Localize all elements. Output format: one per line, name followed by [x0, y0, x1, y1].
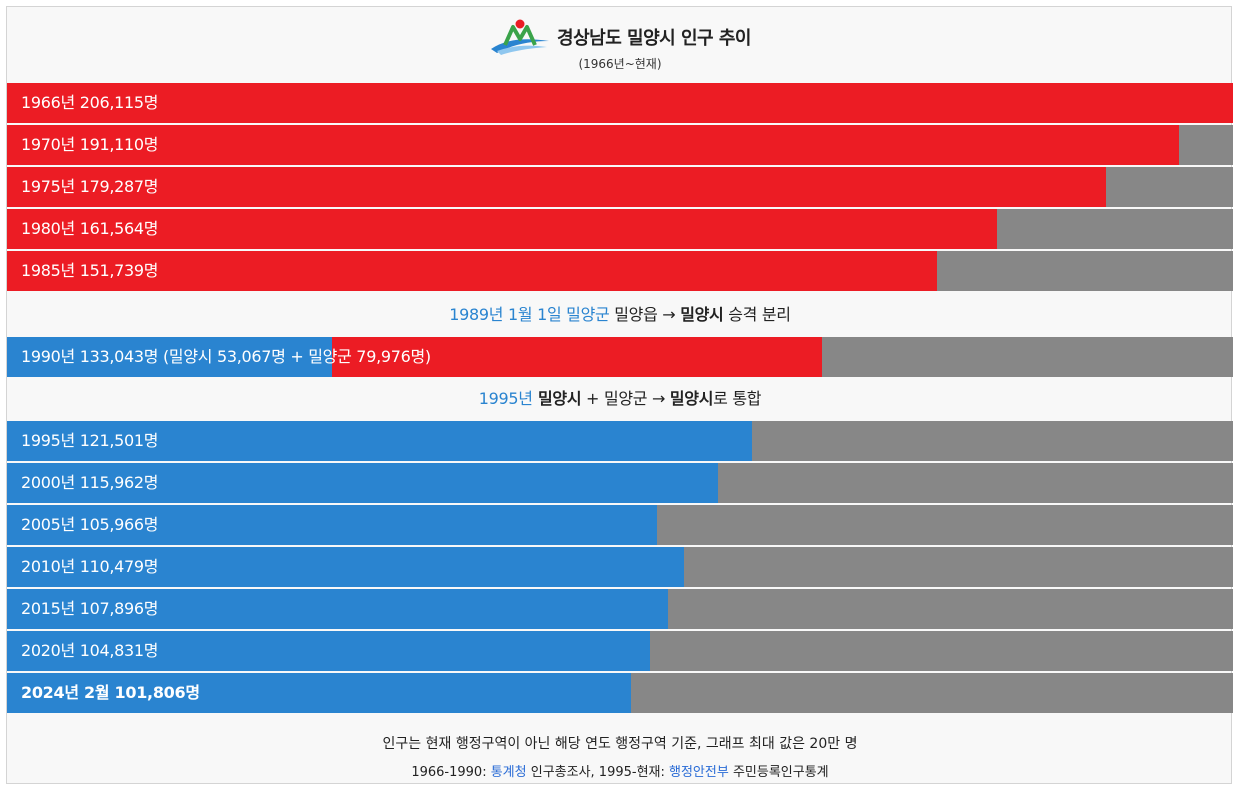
source-link-statistics-korea[interactable]: 통계청: [490, 765, 527, 780]
bar-row-1975: 1975년 179,287명: [7, 167, 1233, 207]
bar-2024: [7, 673, 631, 713]
bar-label-1990: 1990년 133,043명 (밀양시 53,067명 + 밀양군 79,976…: [21, 347, 431, 366]
bar-label-2024: 2024년 2월 101,806명: [21, 683, 200, 702]
bar-segment-1990-1: [7, 337, 332, 377]
chart-subtitle: (1966년~현재): [578, 57, 662, 71]
bar-1970: [7, 125, 1179, 165]
bar-label-2015: 2015년 107,896명: [21, 599, 159, 618]
bar-label-1975: 1975년 179,287명: [21, 177, 159, 196]
bar-row-2010: 2010년 110,479명: [7, 547, 1233, 587]
sources-mid: 인구총조사, 1995-현재:: [526, 765, 670, 780]
chart-title: 경상남도 밀양시 인구 추이: [557, 28, 751, 49]
bar-row-1985: 1985년 151,739명: [7, 251, 1233, 291]
bar-row-1990: 1990년 133,043명 (밀양시 53,067명 + 밀양군 79,976…: [7, 337, 1233, 377]
bar-label-1980: 1980년 161,564명: [21, 219, 159, 238]
bar-segment-1990-2: [332, 337, 822, 377]
bar-label-1995: 1995년 121,501명: [21, 431, 159, 450]
bar-label-1970: 1970년 191,110명: [21, 135, 159, 154]
bar-row-2024: 2024년 2월 101,806명: [7, 673, 1233, 713]
note-1995-mid: + 밀양군 →: [581, 389, 670, 408]
footnote: 인구는 현재 행정구역이 아닌 해당 연도 행정구역 기준, 그래프 최대 값은…: [382, 736, 858, 752]
note-1995-city1: 밀양시: [532, 389, 582, 408]
note-1989-date: 1989년 1월 1일 밀양군: [449, 305, 610, 324]
bar-1995: [7, 421, 752, 461]
chart-footer: 인구는 현재 행정구역이 아닌 해당 연도 행정구역 기준, 그래프 최대 값은…: [7, 717, 1233, 785]
bar-label-2000: 2000년 115,962명: [21, 473, 159, 492]
bar-label-2010: 2010년 110,479명: [21, 557, 159, 576]
bar-row-2000: 2000년 115,962명: [7, 463, 1233, 503]
bar-row-1966: 1966년 206,115명: [7, 83, 1233, 123]
title-row: 경상남도 밀양시 인구 추이: [7, 17, 1233, 57]
note-1995-city2: 밀양시: [669, 389, 714, 408]
bar-1980: [7, 209, 997, 249]
bar-row-2020: 2020년 104,831명: [7, 631, 1233, 671]
note-1989-tail: 승격 분리: [723, 305, 791, 324]
bar-1975: [7, 167, 1106, 207]
bar-1966: [7, 83, 1233, 123]
bar-2010: [7, 547, 684, 587]
bar-1985: [7, 251, 937, 291]
bar-row-2015: 2015년 107,896명: [7, 589, 1233, 629]
note-1995: 1995년 밀양시 + 밀양군 → 밀양시로 통합: [7, 379, 1233, 419]
bar-label-1966: 1966년 206,115명: [21, 93, 159, 112]
sources-prefix: 1966-1990:: [411, 765, 491, 780]
bar-2015: [7, 589, 668, 629]
bar-row-1995: 1995년 121,501명: [7, 421, 1233, 461]
note-1989-rest: 밀양읍 →: [609, 305, 681, 324]
bar-label-1985: 1985년 151,739명: [21, 261, 159, 280]
miryang-logo-icon: [491, 19, 550, 55]
source-link-ministry-interior[interactable]: 행정안전부: [669, 765, 729, 780]
bar-label-2005: 2005년 105,966명: [21, 515, 159, 534]
sources-suffix: 주민등록인구통계: [728, 765, 829, 780]
note-1995-tail: 로 통합: [713, 389, 762, 408]
bar-row-1970: 1970년 191,110명: [7, 125, 1233, 165]
bar-label-2020: 2020년 104,831명: [21, 641, 159, 660]
bar-2020: [7, 631, 650, 671]
bar-2005: [7, 505, 657, 545]
bar-row-2005: 2005년 105,966명: [7, 505, 1233, 545]
note-1995-date: 1995년: [478, 389, 533, 408]
note-1989-city: 밀양시: [680, 305, 724, 324]
note-1989: 1989년 1월 1일 밀양군 밀양읍 → 밀양시 승격 분리: [7, 295, 1233, 335]
sources-line: 1966-1990: 통계청 인구총조사, 1995-현재: 행정안전부 주민등…: [7, 761, 1233, 780]
chart-frame: 경상남도 밀양시 인구 추이 (1966년~현재) 1966년 206,115명…: [6, 6, 1233, 785]
bar-2000: [7, 463, 718, 503]
bar-row-1980: 1980년 161,564명: [7, 209, 1233, 249]
chart-header: 경상남도 밀양시 인구 추이 (1966년~현재): [7, 7, 1233, 83]
